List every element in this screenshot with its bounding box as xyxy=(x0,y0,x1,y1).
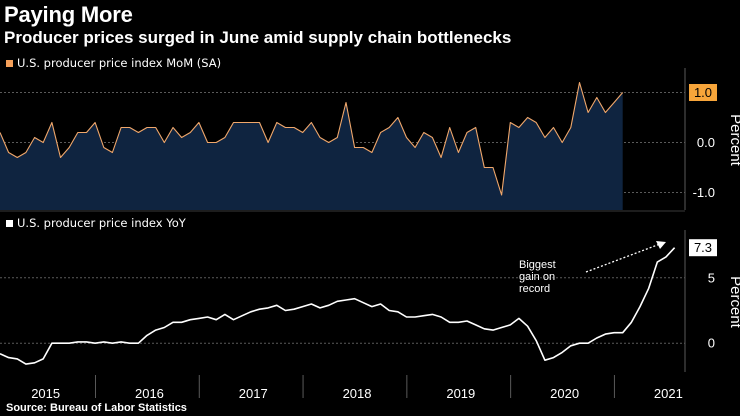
annotation-arrow-line xyxy=(585,243,661,273)
x-tick-label: 2016 xyxy=(135,386,164,401)
annotation-text: gain on xyxy=(519,271,555,283)
series-line-mom xyxy=(0,81,624,196)
x-tick-label: 2020 xyxy=(550,386,579,401)
x-tick-label: 2018 xyxy=(343,386,372,401)
legend-swatch-yoy xyxy=(6,219,13,227)
annotation-text: record xyxy=(519,283,550,295)
last-value-label-yoy: 7.3 xyxy=(694,240,712,255)
panel-mom: -1.0 0.0 Percent 1.0 xyxy=(0,68,740,210)
panel-yoy: 0 5 Percent 7.3 xyxy=(0,230,740,372)
area-fill-mom xyxy=(0,82,623,210)
y-axis-title-mom: Percent xyxy=(727,114,740,167)
last-value-label-mom: 1.0 xyxy=(694,85,712,100)
legend-label-yoy: U.S. producer price index YoY xyxy=(17,216,186,230)
legend-mom: U.S. producer price index MoM (SA) xyxy=(6,56,221,70)
chart-subtitle: Producer prices surged in June amid supp… xyxy=(4,28,512,47)
source-note: Source: Bureau of Labor Statistics xyxy=(6,402,187,414)
y-axis-title-yoy: Percent xyxy=(727,276,740,329)
annotation-text: Biggest xyxy=(519,259,556,271)
last-value-badge-mom xyxy=(689,84,717,101)
x-tick-label: 2021 xyxy=(654,386,683,401)
y-tick-label-mom: -1.0 xyxy=(693,185,715,200)
y-tick-label-mom: 0.0 xyxy=(697,135,715,150)
x-tick-label: 2019 xyxy=(446,386,475,401)
legend-yoy: U.S. producer price index YoY xyxy=(6,216,186,230)
y-tick-label-yoy: 0 xyxy=(708,336,715,351)
last-value-badge-yoy xyxy=(689,239,717,257)
annotation-arrow-head xyxy=(656,241,666,249)
x-tick-label: 2017 xyxy=(239,386,268,401)
y-tick-label-yoy: 5 xyxy=(708,270,715,285)
legend-swatch-mom xyxy=(6,59,13,67)
series-line-yoy xyxy=(0,247,676,365)
legend-label-mom: U.S. producer price index MoM (SA) xyxy=(17,56,222,70)
x-tick-label: 2015 xyxy=(31,386,60,401)
chart-title: Paying More xyxy=(4,2,133,27)
